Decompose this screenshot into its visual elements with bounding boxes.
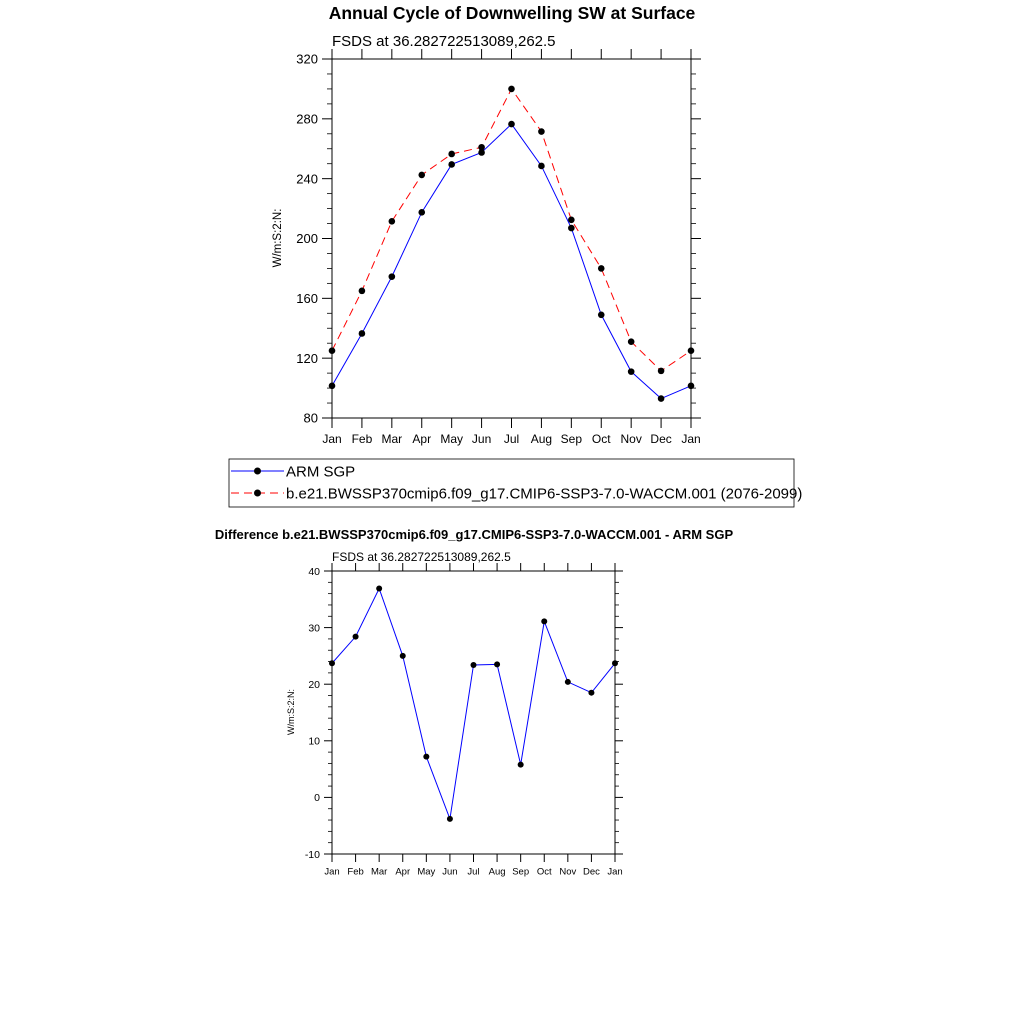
- difference-chart: Difference b.e21.BWSSP370cmip6.f09_g17.C…: [215, 527, 734, 878]
- c1-data-point-0: [538, 162, 545, 170]
- c1-data-point-1: [358, 287, 366, 295]
- c2-data-point-0: [423, 753, 430, 760]
- c2-xtick-label: Feb: [347, 867, 363, 878]
- legend-label-arm-sgp: ARM SGP: [286, 464, 355, 481]
- c1-data-point-0: [388, 273, 396, 280]
- chart2-plot-frame: [331, 570, 616, 855]
- chart1-subtitle: FSDS at 36.282722513089,262.5: [332, 33, 556, 50]
- c1-data-point-0: [328, 382, 336, 390]
- c1-data-point-1: [328, 347, 336, 354]
- c1-ytick-label: 200: [296, 231, 318, 246]
- c2-ytick-label: 20: [308, 679, 320, 691]
- c1-ytick-label: 240: [296, 171, 318, 186]
- c2-data-point-0: [588, 689, 595, 696]
- c1-data-point-1: [568, 216, 575, 224]
- legend-marker-model: [254, 489, 261, 497]
- c1-xtick-label: Oct: [592, 432, 611, 446]
- c1-data-point-1: [478, 143, 485, 151]
- c1-data-point-1: [627, 338, 635, 346]
- c1-ytick-label: 160: [296, 291, 318, 306]
- chart1-y-axis-label: W/m:S:2:N:: [272, 209, 284, 268]
- c1-series-line-0: [331, 123, 692, 400]
- c1-xtick-label: Jul: [504, 432, 519, 446]
- c2-ytick-label: -10: [305, 849, 320, 861]
- c1-data-point-1: [538, 128, 545, 135]
- c2-xtick-label: Dec: [583, 867, 600, 878]
- c2-ytick-label: 30: [308, 622, 320, 634]
- chart2-subtitle: FSDS at 36.282722513089,262.5: [332, 550, 511, 564]
- chart2-y-axis-label: W/m:S:2:N:: [286, 689, 296, 735]
- c2-xtick-label: Apr: [395, 867, 410, 878]
- c2-data-point-0: [517, 761, 524, 768]
- c1-data-point-1: [448, 150, 455, 158]
- c2-xtick-label: Jun: [442, 867, 457, 878]
- c1-xtick-label: Sep: [561, 432, 583, 446]
- c2-data-point-0: [446, 815, 453, 822]
- chart1-legend: ARM SGP b.e21.BWSSP370cmip6.f09_g17.CMIP…: [228, 458, 802, 508]
- c2-xtick-label: Jul: [467, 867, 479, 878]
- c1-xtick-label: Jan: [681, 432, 700, 446]
- c1-data-point-0: [508, 120, 515, 128]
- c2-ytick-label: 40: [308, 566, 320, 578]
- c1-data-point-0: [418, 209, 426, 216]
- legend-label-model: b.e21.BWSSP370cmip6.f09_g17.CMIP6-SSP3-7…: [286, 486, 802, 503]
- c1-xtick-label: Apr: [412, 432, 431, 446]
- c1-data-point-0: [657, 395, 665, 402]
- legend-marker-arm-sgp: [254, 467, 261, 475]
- c1-data-point-1: [657, 367, 665, 375]
- c2-xtick-label: Jan: [324, 867, 339, 878]
- legend-box: [228, 458, 795, 508]
- c2-data-point-0: [564, 678, 571, 685]
- c2-data-point-0: [612, 660, 618, 667]
- c2-series-line-0: [331, 587, 616, 821]
- c1-data-point-0: [568, 224, 575, 232]
- c1-data-point-0: [687, 382, 695, 390]
- c2-data-point-0: [376, 585, 383, 592]
- c1-xtick-label: Aug: [531, 432, 552, 446]
- c2-data-point-0: [541, 618, 548, 625]
- c2-xtick-label: Sep: [512, 867, 529, 878]
- c2-xtick-label: Aug: [489, 867, 506, 878]
- c1-data-point-0: [627, 368, 635, 375]
- c2-xtick-label: Jan: [607, 867, 622, 878]
- c1-series-line-1: [331, 87, 692, 372]
- c1-data-point-1: [388, 217, 396, 225]
- c1-data-point-1: [418, 171, 426, 179]
- c1-xtick-label: Feb: [352, 432, 373, 446]
- c1-xtick-label: May: [440, 432, 463, 446]
- c1-ytick-label: 320: [296, 52, 318, 67]
- c1-data-point-1: [508, 85, 515, 93]
- c1-data-point-0: [478, 149, 485, 156]
- c1-xtick-label: Dec: [650, 432, 671, 446]
- c1-ytick-label: 120: [296, 351, 318, 366]
- c2-data-point-0: [494, 661, 501, 668]
- c2-data-point-0: [470, 661, 477, 668]
- c2-xtick-label: Mar: [371, 867, 387, 878]
- chart2-title: Difference b.e21.BWSSP370cmip6.f09_g17.C…: [215, 527, 734, 542]
- c2-xtick-label: May: [417, 867, 435, 878]
- c1-ytick-label: 80: [304, 411, 318, 426]
- annual-cycle-chart: Annual Cycle of Downwelling SW at Surfac…: [228, 3, 802, 508]
- c1-xtick-label: Mar: [381, 432, 402, 446]
- c1-data-point-0: [358, 330, 366, 337]
- c1-data-point-1: [597, 265, 605, 272]
- c1-xtick-label: Jun: [472, 432, 491, 446]
- c1-data-point-0: [597, 311, 605, 319]
- c1-xtick-label: Jan: [322, 432, 341, 446]
- c2-data-point-0: [352, 633, 359, 640]
- c2-ytick-label: 0: [314, 792, 320, 804]
- c2-xtick-label: Nov: [559, 867, 576, 878]
- c1-data-point-0: [448, 161, 455, 168]
- c1-xtick-label: Nov: [620, 432, 641, 446]
- chart1-plot-frame: [331, 58, 692, 419]
- c1-ytick-label: 280: [296, 112, 318, 127]
- c1-data-point-1: [687, 347, 695, 354]
- c2-data-point-0: [399, 652, 406, 659]
- c2-xtick-label: Oct: [537, 867, 552, 878]
- c2-ytick-label: 10: [308, 736, 320, 748]
- c2-data-point-0: [329, 660, 335, 667]
- chart1-title: Annual Cycle of Downwelling SW at Surfac…: [329, 3, 696, 23]
